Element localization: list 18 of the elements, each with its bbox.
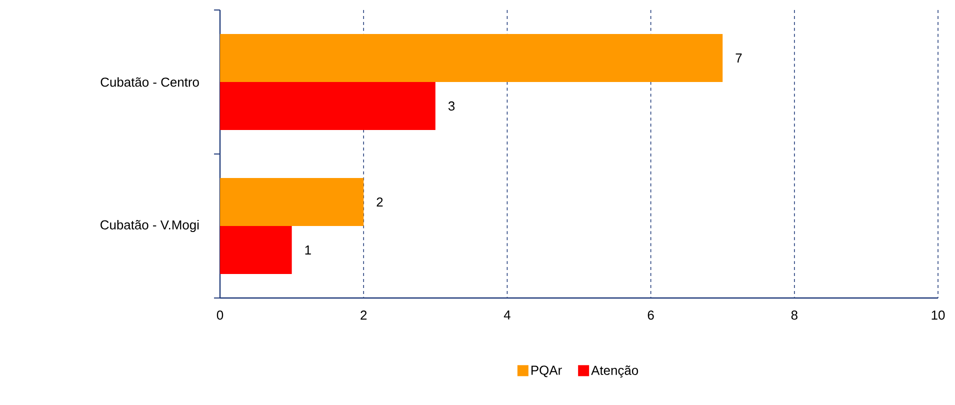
bar	[220, 34, 723, 82]
data-label: 2	[376, 197, 383, 207]
bar	[220, 82, 436, 130]
data-label: 1	[305, 246, 311, 254]
legend-label: PQAr	[531, 366, 562, 378]
x-tick-label: 2	[360, 310, 367, 320]
x-tick-label: 8	[791, 310, 798, 320]
data-label: 7	[736, 54, 742, 62]
y-tick-label: Cubatão - V.Mogi	[100, 220, 199, 232]
x-tick-label: 0	[216, 310, 224, 320]
y-tick-label: Cubatão - Centro	[100, 77, 199, 87]
bar	[220, 178, 364, 226]
x-tick-label: 4	[504, 310, 510, 320]
bar	[220, 226, 292, 274]
legend-label: Atenção	[591, 366, 638, 378]
data-label: 3	[448, 101, 455, 111]
x-tick-label: 10	[932, 310, 945, 320]
x-tick-label: 6	[648, 310, 654, 320]
